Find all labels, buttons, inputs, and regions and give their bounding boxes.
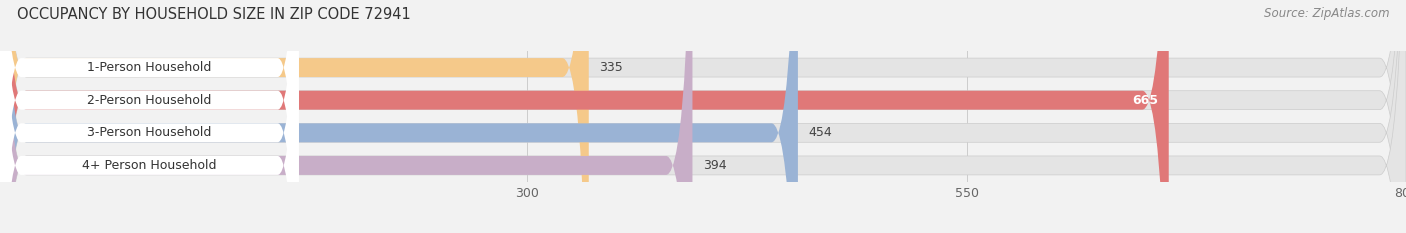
FancyBboxPatch shape — [0, 0, 799, 233]
FancyBboxPatch shape — [0, 0, 589, 233]
FancyBboxPatch shape — [0, 0, 299, 233]
Text: 3-Person Household: 3-Person Household — [87, 126, 211, 139]
Text: Source: ZipAtlas.com: Source: ZipAtlas.com — [1264, 7, 1389, 20]
FancyBboxPatch shape — [0, 0, 693, 233]
Text: 4+ Person Household: 4+ Person Household — [82, 159, 217, 172]
FancyBboxPatch shape — [0, 0, 299, 233]
Text: 454: 454 — [808, 126, 832, 139]
FancyBboxPatch shape — [0, 0, 299, 233]
Text: 2-Person Household: 2-Person Household — [87, 94, 211, 107]
FancyBboxPatch shape — [0, 0, 299, 233]
Text: OCCUPANCY BY HOUSEHOLD SIZE IN ZIP CODE 72941: OCCUPANCY BY HOUSEHOLD SIZE IN ZIP CODE … — [17, 7, 411, 22]
Text: 394: 394 — [703, 159, 727, 172]
Text: 665: 665 — [1132, 94, 1159, 107]
FancyBboxPatch shape — [0, 0, 1168, 233]
Text: 335: 335 — [599, 61, 623, 74]
Text: 1-Person Household: 1-Person Household — [87, 61, 211, 74]
